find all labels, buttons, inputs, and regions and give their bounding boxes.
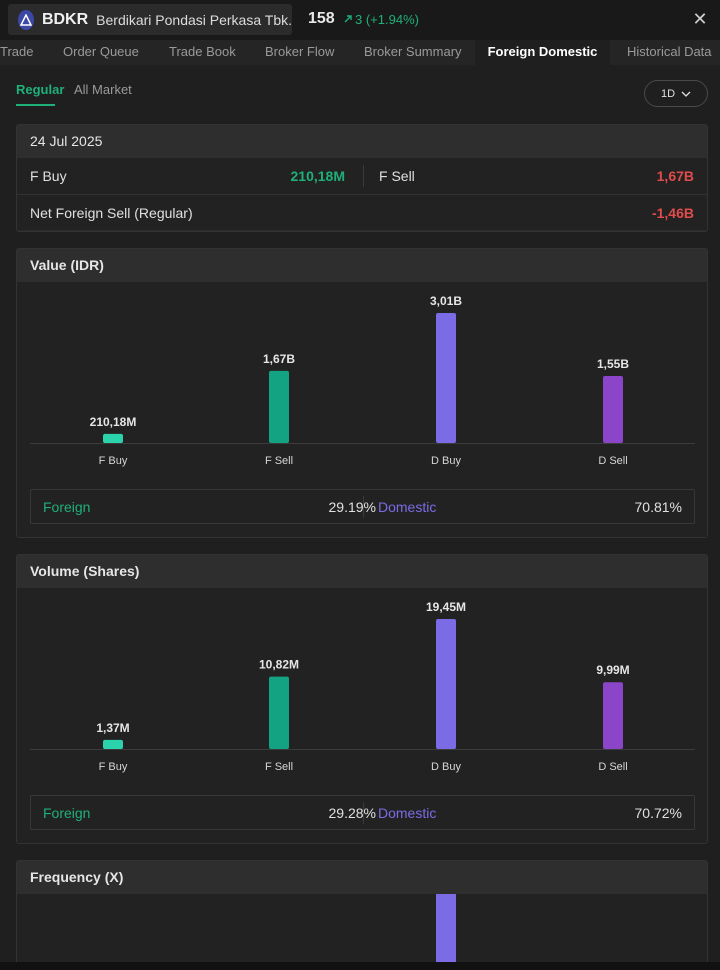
tab-trade-book[interactable]: Trade Book — [169, 44, 236, 59]
arrow-up-right-icon — [343, 12, 353, 27]
divider — [363, 165, 364, 187]
volume-split-bar: Foreign 29.28% Domestic 70.72% — [30, 795, 695, 830]
triangle-logo-icon — [18, 9, 34, 30]
volume-card-title: Volume (Shares) — [17, 555, 707, 588]
value-card-title: Value (IDR) — [17, 249, 707, 282]
frequency-card-title: Frequency (X) — [17, 861, 707, 894]
category-label: D Buy — [431, 455, 461, 467]
category-label: D Sell — [598, 455, 627, 467]
f-buy-value: 210,18M — [290, 168, 345, 184]
bar-d-buy — [436, 894, 456, 969]
header-bar: BDKR Berdikari Pondasi Perkasa Tbk. 158 … — [0, 0, 720, 40]
company-name: Berdikari Pondasi Perkasa Tbk. — [96, 11, 292, 28]
period-value: 1D — [660, 87, 676, 100]
bar-value-label: 1,67B — [263, 352, 295, 366]
foreign-percent: 29.19% — [328, 499, 376, 515]
chevron-down-icon — [681, 88, 691, 100]
bar-f-sell — [269, 370, 289, 443]
domestic-label: Domestic — [378, 805, 437, 821]
sub-tab-underline — [16, 104, 55, 106]
net-foreign-value: -1,46B — [651, 205, 694, 221]
period-dropdown[interactable]: 1D — [644, 80, 708, 107]
stock-chip[interactable]: BDKR Berdikari Pondasi Perkasa Tbk. — [8, 4, 292, 35]
summary-row-net: Net Foreign Sell (Regular) -1,46B — [17, 194, 707, 230]
summary-date: 24 Jul 2025 — [17, 125, 707, 158]
f-sell-label: F Sell — [379, 168, 415, 184]
value-bar-chart: 210,18M 1,67B 3,01B 1,55B F Buy F Sell D Buy D … — [30, 294, 695, 467]
category-label: D Buy — [431, 761, 461, 773]
divider — [363, 802, 364, 824]
net-foreign-label: Net Foreign Sell (Regular) — [30, 205, 193, 221]
value-split-bar: Foreign 29.19% Domestic 70.81% — [30, 489, 695, 524]
bar-value-label: 1,37M — [96, 721, 129, 735]
summary-card: 24 Jul 2025 F Buy 210,18M F Sell 1,67B N… — [16, 124, 708, 232]
tab-bar: Trade Order Queue Trade Book Broker Flow… — [0, 40, 720, 65]
category-label: F Buy — [99, 455, 128, 467]
price-change-text: 3 (+1.94%) — [355, 12, 419, 27]
bar-d-sell — [603, 682, 623, 749]
f-buy-label: F Buy — [30, 168, 67, 184]
domestic-label: Domestic — [378, 499, 437, 515]
bar-f-buy — [103, 433, 123, 443]
tab-order-queue[interactable]: Order Queue — [63, 44, 139, 59]
bar-value-label: 3,01B — [430, 294, 462, 308]
bar-d-buy — [436, 313, 456, 443]
bar-value-label: 1,55B — [597, 357, 629, 371]
tab-broker-summary[interactable]: Broker Summary — [364, 44, 462, 59]
foreign-label: Foreign — [43, 805, 91, 821]
frequency-card: Frequency (X) 1,21K — [16, 860, 708, 970]
tab-broker-flow[interactable]: Broker Flow — [265, 44, 335, 59]
bar-value-label: 9,99M — [596, 663, 629, 677]
volume-bar-chart: 1,37M 10,82M 19,45M 9,99M F Buy F Sell D Buy D … — [30, 600, 695, 773]
bar-f-sell — [269, 676, 289, 749]
summary-row-foreign: F Buy 210,18M F Sell 1,67B — [17, 158, 707, 194]
price-change: 3 (+1.94%) — [343, 12, 419, 27]
domestic-percent: 70.72% — [634, 805, 682, 821]
category-label: D Sell — [598, 761, 627, 773]
f-sell-value: 1,67B — [656, 168, 694, 184]
category-label: F Sell — [265, 455, 293, 467]
stock-ticker: BDKR — [41, 10, 89, 28]
bar-value-label: 210,18M — [90, 415, 137, 429]
tab-foreign-domestic[interactable]: Foreign Domestic — [475, 40, 610, 65]
tab-historical-data[interactable]: Historical Data — [627, 44, 712, 59]
foreign-label: Foreign — [43, 499, 91, 515]
stock-price: 158 — [308, 10, 335, 27]
bottom-edge — [0, 962, 720, 970]
value-card: Value (IDR) 210,18M 1,67B 3,01B 1,55B F Buy F… — [16, 248, 708, 538]
domestic-percent: 70.81% — [634, 499, 682, 515]
tab-trade[interactable]: Trade — [0, 44, 34, 59]
bar-value-label: 10,82M — [259, 658, 299, 672]
volume-card: Volume (Shares) 1,37M 10,82M 19,45M 9,99M F … — [16, 554, 708, 844]
bar-d-sell — [603, 376, 623, 443]
sub-tab-all-market[interactable]: All Market — [74, 82, 132, 97]
category-label: F Sell — [265, 761, 293, 773]
bar-d-buy — [436, 619, 456, 749]
category-label: F Buy — [99, 761, 128, 773]
divider — [363, 496, 364, 518]
bar-value-label: 19,45M — [426, 600, 466, 614]
foreign-percent: 29.28% — [328, 805, 376, 821]
frequency-bar-chart: 1,21K — [436, 894, 456, 969]
sub-tab-regular[interactable]: Regular — [16, 82, 65, 97]
bar-f-buy — [103, 739, 123, 749]
close-icon[interactable]: ✕ — [692, 9, 708, 29]
